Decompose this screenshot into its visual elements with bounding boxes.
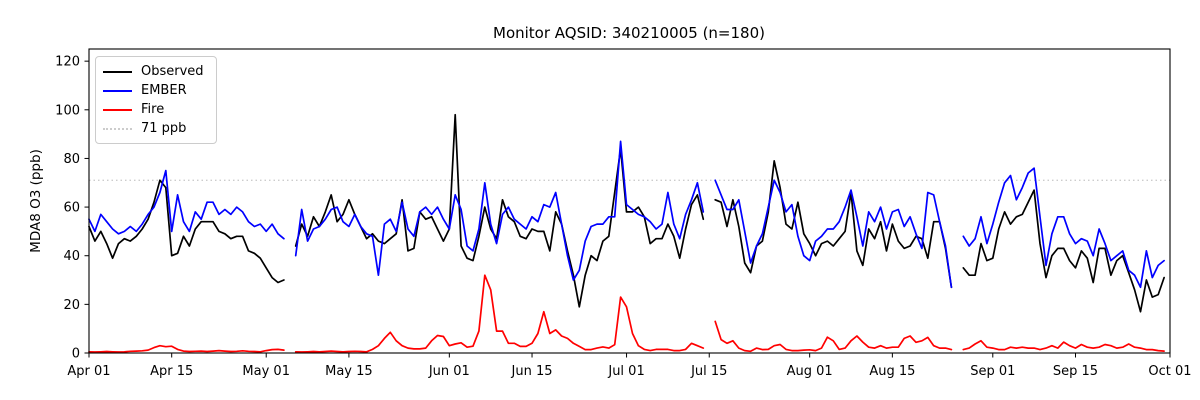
x-tick-label: Jul 01 <box>607 364 644 379</box>
y-tick-label: 40 <box>63 249 80 264</box>
legend-label-ember: EMBER <box>141 83 187 98</box>
y-axis-ticks: 0 20 40 60 80 100 120 <box>55 55 89 362</box>
series-line-fire <box>294 274 705 353</box>
x-tick-label: Sep 15 <box>1053 364 1098 379</box>
plot-border <box>88 48 1171 354</box>
legend-item-ember: EMBER <box>103 81 216 100</box>
series-line-observed <box>88 179 285 284</box>
ember-line-sample <box>103 89 132 92</box>
x-tick-label: Jul 15 <box>690 364 727 379</box>
x-axis-ticks: Apr 01 Apr 15 May 01 May 15 Jun 01 Jun 15 Jul … <box>67 353 1192 379</box>
chart-title: Monitor AQSID: 340210005 (n=180) <box>493 24 765 42</box>
series-line-fire <box>962 339 1165 352</box>
y-tick-label: 100 <box>55 103 80 118</box>
legend-item-fire: Fire <box>103 100 216 119</box>
legend-label-observed: Observed <box>141 64 204 79</box>
series-line-observed <box>962 189 1165 313</box>
x-tick-label: Jun 01 <box>428 364 470 379</box>
legend-item-observed: Observed <box>103 62 216 81</box>
series-lines-group <box>88 113 1165 353</box>
series-line-ember <box>88 169 285 240</box>
series-line-fire <box>714 320 953 353</box>
x-tick-label: Oct 01 <box>1148 364 1191 379</box>
legend-label-fire: Fire <box>141 102 165 117</box>
series-line-observed <box>714 160 953 289</box>
y-tick-label: 120 <box>55 55 80 70</box>
x-tick-label: May 01 <box>242 364 290 379</box>
series-line-observed <box>294 113 705 308</box>
x-tick-label: Sep 01 <box>970 364 1015 379</box>
x-tick-label: May 15 <box>325 364 373 379</box>
axes-group <box>88 48 1171 354</box>
y-tick-label: 80 <box>63 152 80 167</box>
x-tick-label: Aug 15 <box>869 364 915 379</box>
x-tick-label: Apr 15 <box>150 364 193 379</box>
y-tick-label: 20 <box>63 298 80 313</box>
x-tick-label: Aug 01 <box>787 364 833 379</box>
x-tick-label: Jun 15 <box>511 364 553 379</box>
y-axis-label: MDA8 O3 (ppb) <box>28 149 44 253</box>
legend-item-threshold: 71 ppb <box>103 119 216 138</box>
threshold-line-sample <box>103 127 132 130</box>
observed-line-sample <box>103 70 132 73</box>
series-line-fire <box>88 344 285 353</box>
series-line-ember <box>294 140 705 281</box>
legend: Observed EMBER Fire 71 ppb <box>95 56 217 144</box>
y-tick-label: 0 <box>72 347 80 362</box>
series-line-ember <box>714 179 953 289</box>
y-tick-label: 60 <box>63 201 80 216</box>
series-line-ember <box>962 167 1165 289</box>
fire-line-sample <box>103 108 132 111</box>
legend-label-threshold: 71 ppb <box>141 121 187 136</box>
x-tick-label: Apr 01 <box>67 364 110 379</box>
